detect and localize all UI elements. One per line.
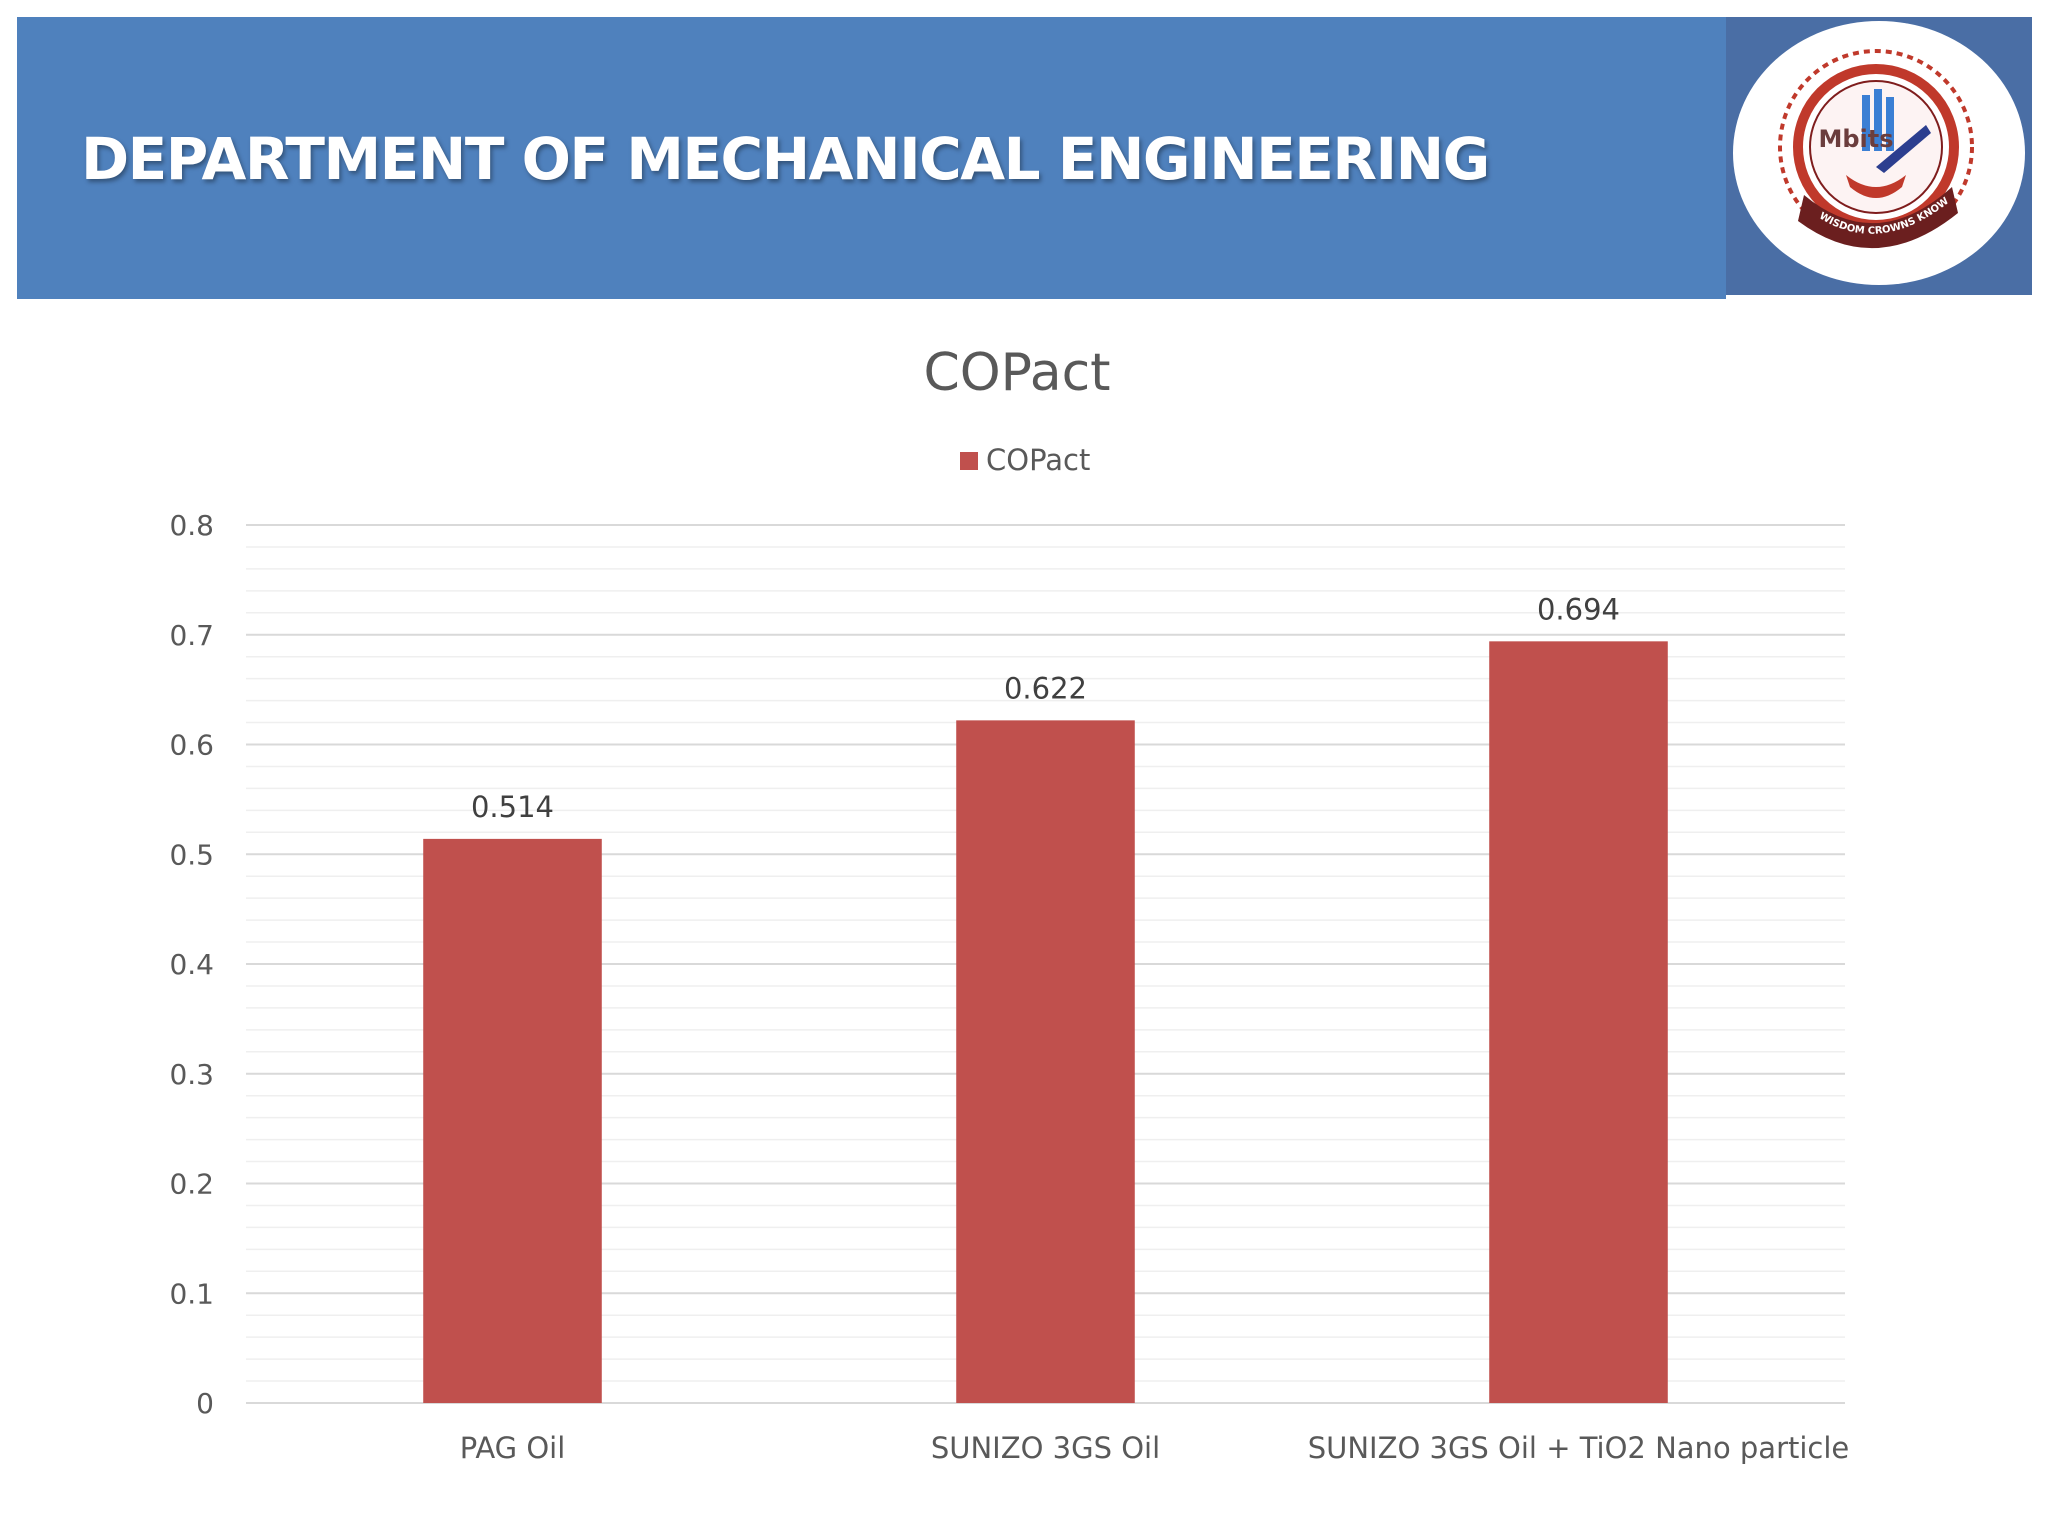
x-category-label: SUNIZO 3GS Oil [931, 1431, 1160, 1465]
y-tick-label: 0.2 [169, 1168, 214, 1201]
data-label: 0.622 [1004, 671, 1087, 705]
logo-lamp-icon [1846, 175, 1906, 198]
y-tick-label: 0.7 [169, 619, 214, 652]
legend-label: COPact [986, 443, 1090, 477]
data-label: 0.514 [471, 790, 554, 824]
x-category-label: SUNIZO 3GS Oil + TiO2 Nano particle [1308, 1431, 1850, 1465]
bar [423, 838, 602, 1403]
logo-blue-stripes-icon [1862, 89, 1931, 173]
department-title: DEPARTMENT OF MECHANICAL ENGINEERING [81, 125, 1490, 193]
bars [423, 641, 1668, 1403]
legend-swatch [960, 452, 978, 470]
college-logo-panel: Mbits WISDOM CROWNS KNOWLEDGE [1722, 9, 2032, 295]
y-tick-label: 0.5 [169, 838, 214, 871]
x-category-label: PAG Oil [460, 1431, 566, 1465]
logo-motto-ribbon [1798, 187, 1958, 249]
logo-laurel-ring [1778, 49, 1974, 245]
chart-title: COPact [923, 343, 1110, 403]
bar [1489, 641, 1668, 1403]
y-axis-ticks: 0 0.1 0.2 0.3 0.4 0.5 0.6 0.7 0.8 [169, 509, 214, 1420]
bar [956, 720, 1135, 1403]
y-tick-label: 0.1 [169, 1277, 214, 1310]
copact-bar-chart: COPact COPact 00.10.20.30.40.50.60.70.8 … [169, 343, 1850, 1465]
college-logo-emblem: Mbits WISDOM CROWNS KNOWLEDGE [1722, 9, 2025, 285]
logo-text: Mbits [1818, 125, 1893, 153]
y-tick-label: 0.8 [169, 509, 214, 542]
data-labels: 0.514 0.622 0.694 [471, 592, 1620, 824]
y-tick-label: 0.6 [169, 729, 214, 762]
chart-legend: COPact [960, 443, 1090, 477]
y-tick-label: 0 [196, 1387, 214, 1420]
header-banner: DEPARTMENT OF MECHANICAL ENGINEERING [17, 17, 1726, 299]
y-tick-label: 0.4 [169, 948, 214, 981]
x-axis-categories: PAG Oil SUNIZO 3GS Oil SUNIZO 3GS Oil + Ti… [460, 1431, 1850, 1465]
data-label: 0.694 [1537, 592, 1620, 626]
y-tick-label: 0.3 [169, 1058, 214, 1091]
